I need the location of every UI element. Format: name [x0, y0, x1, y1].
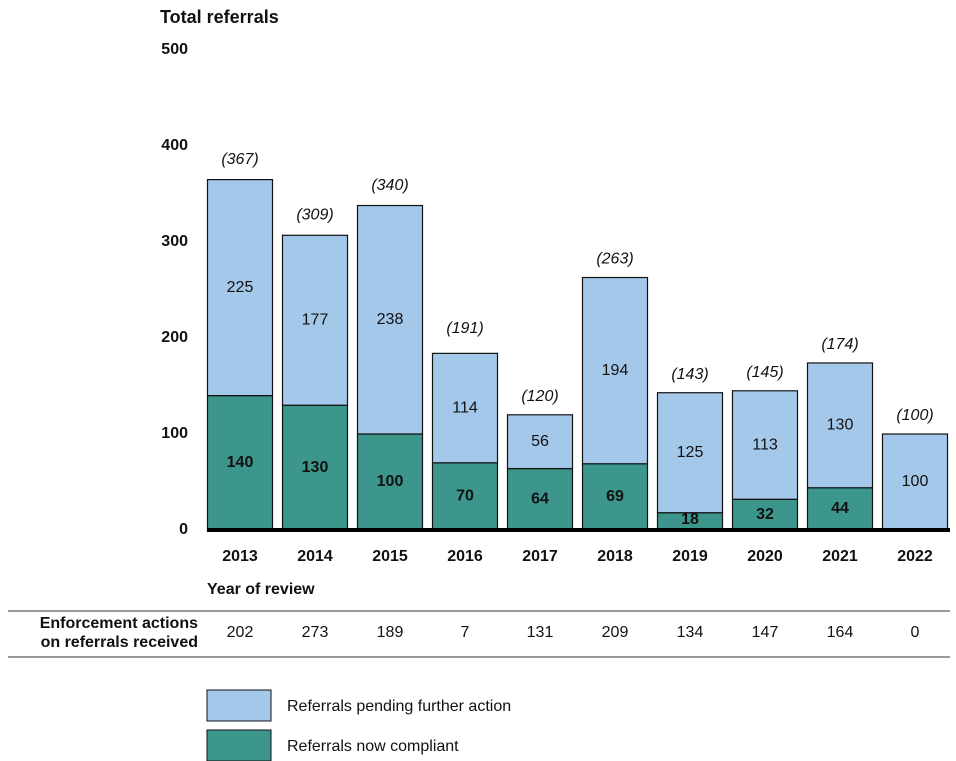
table-label: Enforcement actions: [40, 615, 198, 632]
bar-segment: [281, 234, 349, 406]
y-tick-label: 0: [179, 521, 188, 538]
bar-segment: [581, 463, 649, 531]
bar-segment: [206, 395, 274, 531]
table-cell: 189: [377, 624, 404, 641]
data-label: 194: [602, 362, 629, 379]
x-tick-label: 2020: [747, 548, 783, 565]
bar-segment: [281, 404, 349, 531]
data-label: 238: [377, 311, 404, 328]
total-label: (145): [746, 364, 783, 381]
table-cell: 209: [602, 624, 629, 641]
data-label: 100: [902, 473, 929, 490]
y-tick-label: 400: [161, 137, 188, 154]
data-label: 100: [377, 473, 404, 490]
bar-segment: [506, 414, 574, 470]
legend-label: Referrals now compliant: [287, 738, 459, 755]
data-label: 18: [681, 511, 699, 528]
table-cell: 202: [227, 624, 254, 641]
total-label: (174): [821, 336, 858, 353]
total-label: (100): [896, 407, 933, 424]
table-label: on referrals received: [41, 634, 198, 651]
data-label: 44: [831, 500, 849, 517]
data-label: 113: [752, 436, 778, 453]
x-tick-label: 2022: [897, 548, 933, 565]
bar-segment: [806, 487, 874, 531]
bar-segment: [581, 276, 649, 465]
table-cell: 0: [911, 624, 920, 641]
data-label: 64: [531, 490, 549, 507]
total-label: (120): [521, 388, 558, 405]
table-cell: 164: [827, 624, 854, 641]
x-tick-label: 2019: [672, 548, 708, 565]
data-label: 32: [756, 506, 774, 523]
bar-segment: [656, 392, 724, 514]
x-tick-label: 2017: [522, 548, 558, 565]
y-tick-label: 500: [161, 41, 188, 58]
data-label: 70: [456, 488, 474, 505]
x-tick-label: 2021: [822, 548, 858, 565]
data-label: 114: [452, 399, 478, 416]
bar-segment: [431, 462, 499, 531]
x-axis-title: Year of review: [207, 581, 315, 598]
table-cell: 273: [302, 624, 329, 641]
data-label: 130: [827, 417, 854, 434]
bar-segment: [731, 498, 799, 531]
data-label: 177: [302, 311, 329, 328]
total-label: (367): [221, 151, 258, 168]
x-tick-label: 2016: [447, 548, 483, 565]
x-tick-label: 2018: [597, 548, 633, 565]
x-tick-label: 2015: [372, 548, 408, 565]
data-label: 69: [606, 488, 624, 505]
table-cell: 131: [527, 624, 554, 641]
legend-swatch: [206, 689, 272, 722]
total-label: (143): [671, 366, 708, 383]
bar-segment: [356, 433, 424, 531]
y-axis-title: Total referrals: [160, 7, 279, 27]
data-label: 140: [227, 454, 254, 471]
bar-segment: [206, 179, 274, 397]
y-tick-label: 100: [161, 425, 188, 442]
total-label: (263): [596, 251, 633, 268]
data-label: 125: [677, 444, 704, 461]
y-tick-label: 300: [161, 233, 188, 250]
bar-segment: [881, 433, 949, 531]
x-tick-label: 2014: [297, 548, 333, 565]
total-label: (191): [446, 320, 483, 337]
x-tick-label: 2013: [222, 548, 258, 565]
bar-segment: [356, 204, 424, 435]
legend-label: Referrals pending further action: [287, 698, 511, 715]
y-tick-label: 200: [161, 329, 188, 346]
table-cell: 147: [752, 624, 779, 641]
bar-segment: [431, 352, 499, 464]
bar-segment: [731, 390, 799, 500]
data-label: 225: [227, 279, 254, 296]
bar-segment: [806, 362, 874, 489]
data-label: 130: [302, 459, 329, 476]
data-label: 56: [531, 433, 549, 450]
table-cell: 134: [677, 624, 704, 641]
legend-swatch: [206, 729, 272, 761]
total-label: (309): [296, 207, 333, 224]
table-cell: 7: [461, 624, 470, 641]
total-label: (340): [371, 177, 408, 194]
